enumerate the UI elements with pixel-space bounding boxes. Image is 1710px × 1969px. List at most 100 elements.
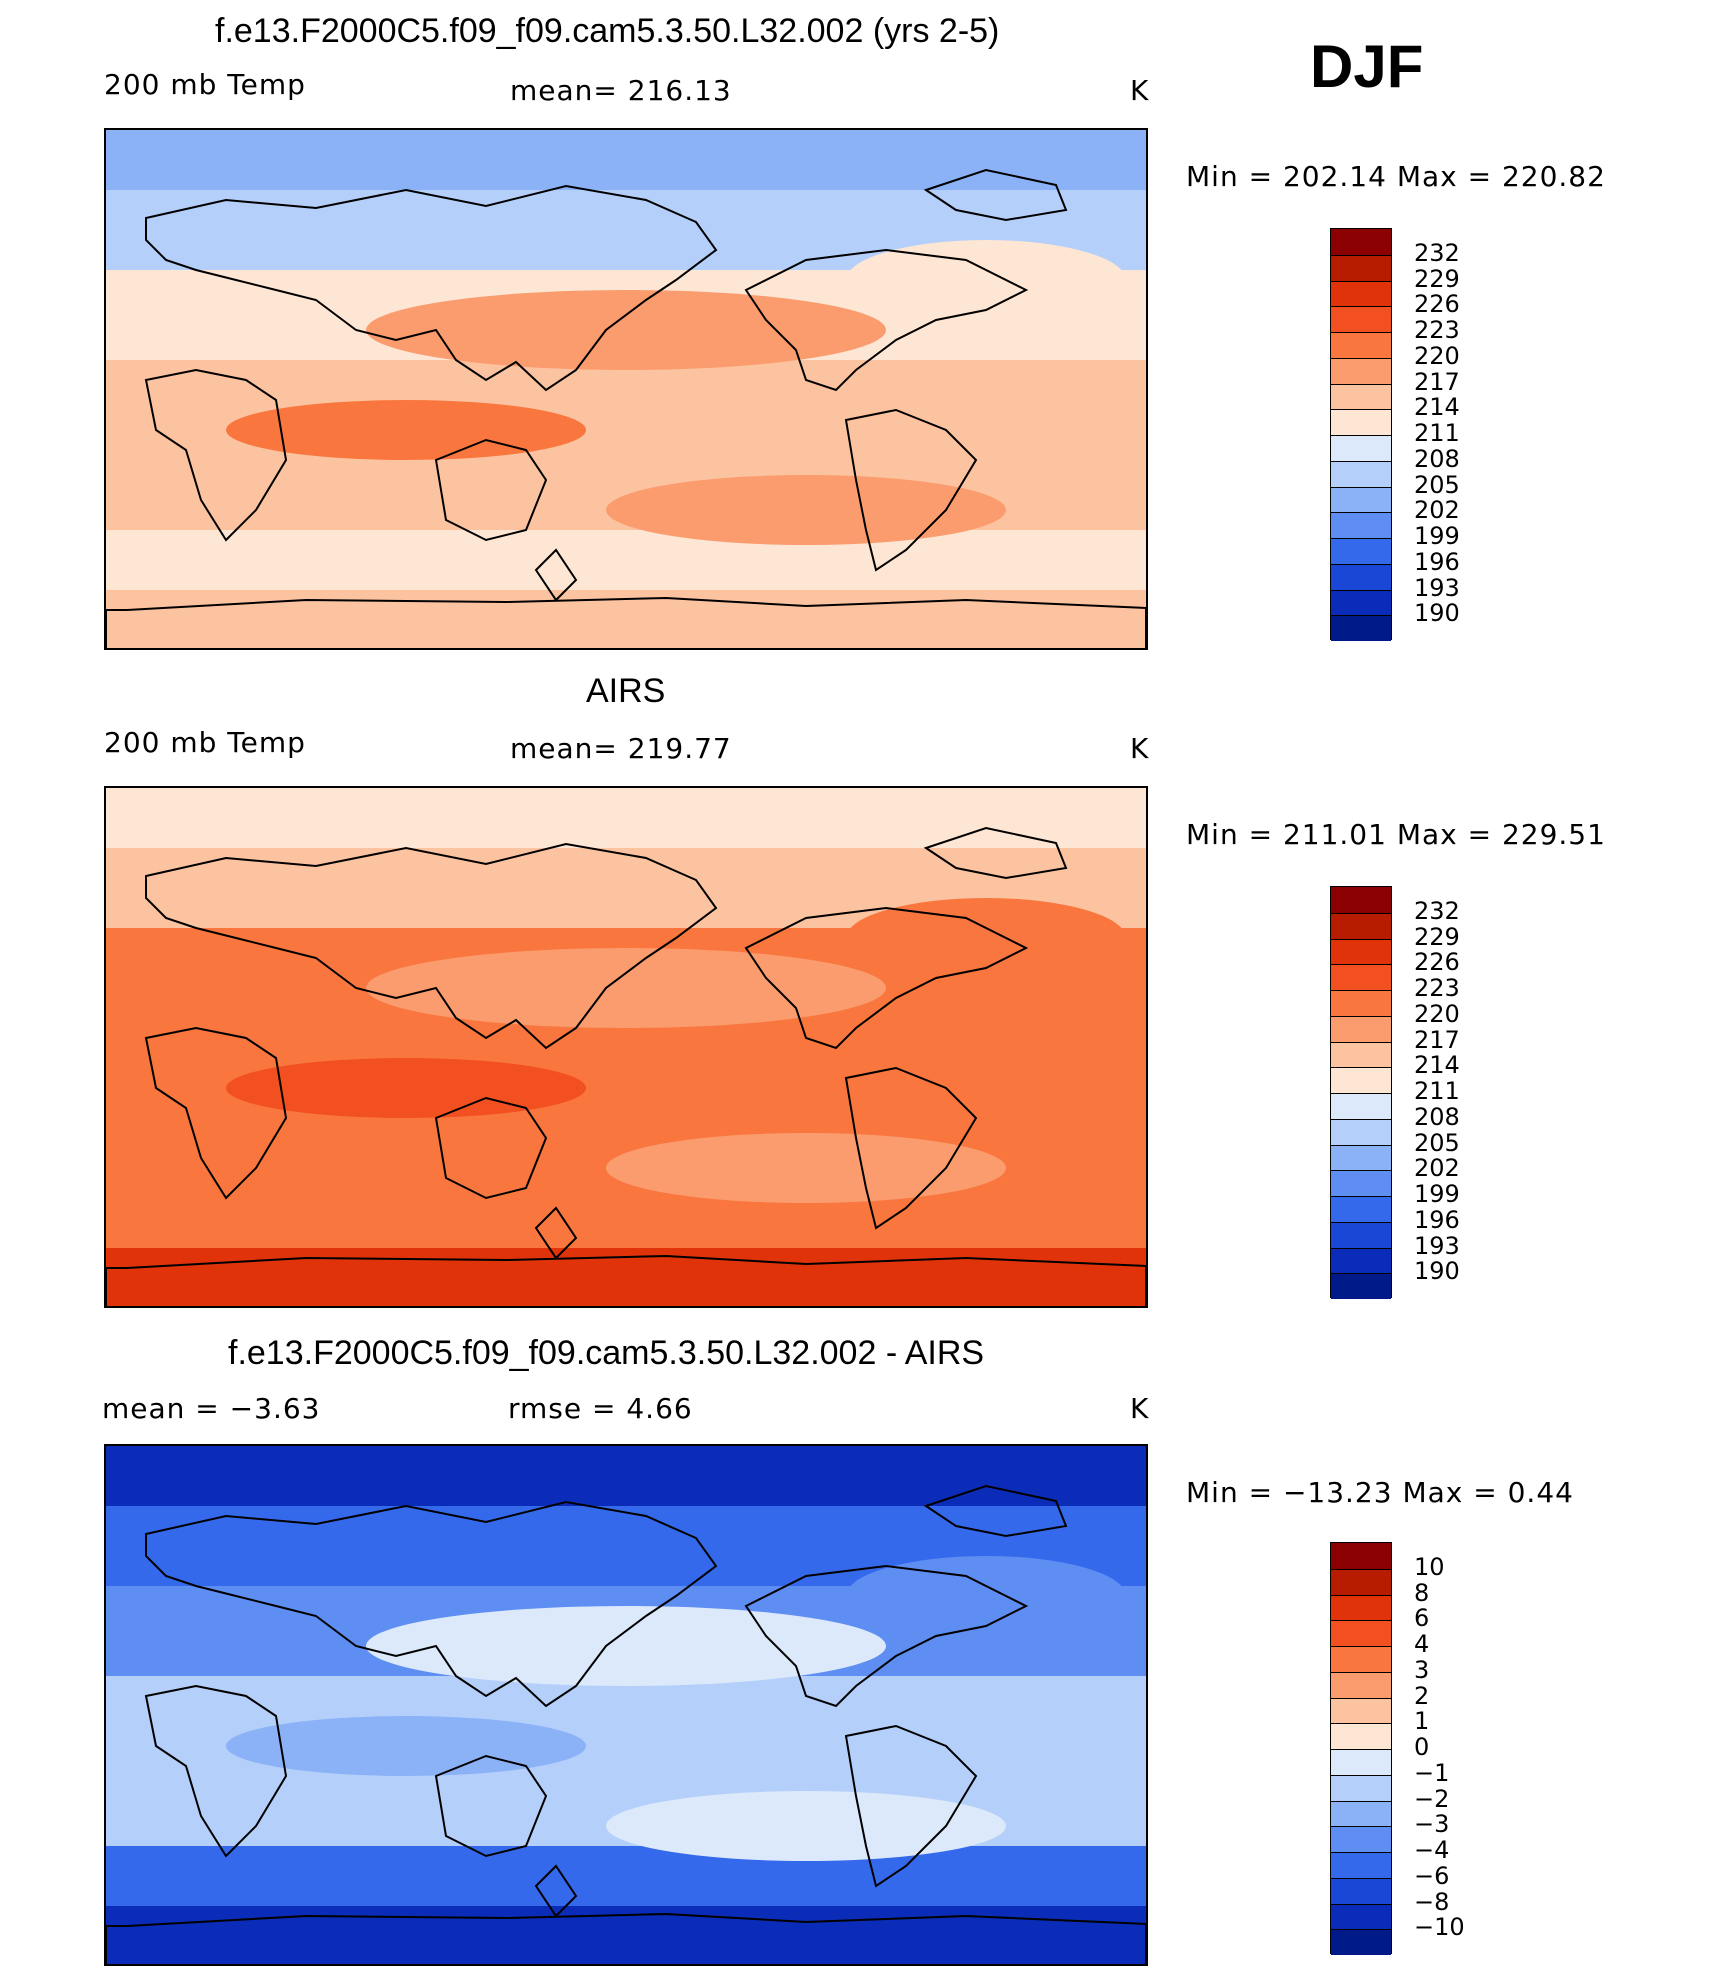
coastline bbox=[844, 1066, 978, 1230]
colorbar-tick-label: 229 bbox=[1414, 264, 1460, 293]
colorbar-swatch bbox=[1331, 1093, 1391, 1119]
panel-title: f.e13.F2000C5.f09_f09.cam5.3.50.L32.002 … bbox=[228, 1334, 985, 1372]
colorbar bbox=[1330, 228, 1392, 641]
colorbar-swatch bbox=[1331, 1170, 1391, 1196]
colorbar-tick-label: 208 bbox=[1414, 1102, 1460, 1131]
temperature-map bbox=[106, 130, 1146, 648]
colorbar-swatch bbox=[1331, 512, 1391, 538]
colorbar-tick-label: 211 bbox=[1414, 1077, 1460, 1105]
temperature-map bbox=[106, 1446, 1146, 1964]
colorbar-tick-label: 202 bbox=[1414, 1154, 1460, 1183]
colorbar-tick-label: 193 bbox=[1414, 573, 1460, 602]
temperature-anomaly-region bbox=[366, 290, 886, 370]
units-label: K bbox=[1130, 1392, 1150, 1425]
temperature-anomaly-region bbox=[846, 1556, 1126, 1636]
coastline bbox=[145, 184, 718, 392]
colorbar-tick-label: 232 bbox=[1414, 896, 1460, 925]
coastline bbox=[744, 1564, 1029, 1708]
coastline bbox=[923, 1484, 1068, 1538]
colorbar-tick-label: 199 bbox=[1414, 522, 1460, 550]
coastline bbox=[923, 826, 1068, 880]
colorbar-tick-label: 205 bbox=[1414, 1128, 1460, 1157]
colorbar-swatch bbox=[1331, 1852, 1391, 1878]
coastline bbox=[534, 1864, 578, 1918]
temperature-anomaly-region bbox=[606, 475, 1006, 545]
coastline bbox=[144, 1684, 288, 1858]
coastline bbox=[145, 842, 718, 1050]
temperature-band bbox=[106, 1446, 1146, 1506]
colorbar-swatch bbox=[1331, 357, 1391, 384]
colorbar-swatch bbox=[1331, 1774, 1391, 1801]
colorbar-tick-label: −8 bbox=[1414, 1887, 1450, 1916]
coastline bbox=[744, 906, 1029, 1050]
temperature-band bbox=[106, 130, 1146, 190]
coastline bbox=[744, 248, 1029, 392]
colorbar-swatch bbox=[1331, 1015, 1391, 1042]
temperature-anomaly-region bbox=[846, 898, 1126, 978]
colorbar-tick-label: 220 bbox=[1414, 341, 1460, 370]
colorbar-swatch bbox=[1331, 589, 1391, 616]
units-label: K bbox=[1130, 732, 1150, 765]
temperature-anomaly-region bbox=[106, 870, 556, 926]
colorbar-tick-label: 214 bbox=[1414, 393, 1460, 422]
colorbar-tick-label: 196 bbox=[1414, 1205, 1460, 1234]
colorbar-tick-label: 10 bbox=[1414, 1552, 1445, 1581]
colorbar-tick-label: 202 bbox=[1414, 496, 1460, 525]
colorbar-tick-label: 229 bbox=[1414, 922, 1460, 951]
colorbar-swatch bbox=[1331, 332, 1391, 358]
colorbar-tick-label: 6 bbox=[1414, 1604, 1430, 1633]
colorbar-swatch bbox=[1331, 1877, 1391, 1904]
colorbar-tick-label: 8 bbox=[1414, 1578, 1430, 1607]
colorbar-swatch bbox=[1331, 409, 1391, 435]
colorbar-tick-label: 193 bbox=[1414, 1231, 1460, 1260]
colorbar-swatch bbox=[1331, 460, 1391, 487]
temperature-anomaly-region bbox=[226, 1058, 586, 1118]
colorbar-swatch bbox=[1331, 1273, 1391, 1299]
min-max-label: Min = 211.01 Max = 229.51 bbox=[1186, 818, 1606, 851]
mean-label: mean= 219.77 bbox=[510, 732, 732, 765]
colorbar-swatch bbox=[1331, 1196, 1391, 1222]
colorbar bbox=[1330, 1542, 1392, 1955]
colorbar-tick-label: 208 bbox=[1414, 444, 1460, 473]
min-max-label: Min = 202.14 Max = 220.82 bbox=[1186, 160, 1606, 193]
temperature-anomaly-region bbox=[606, 1791, 1006, 1861]
field-label: 200 mb Temp bbox=[104, 68, 306, 101]
mean-label: mean= 216.13 bbox=[510, 74, 732, 107]
colorbar-swatch bbox=[1331, 912, 1391, 939]
temperature-band bbox=[106, 1188, 1146, 1248]
coastline bbox=[106, 1254, 1146, 1306]
panel-title: AIRS bbox=[586, 672, 666, 710]
colorbar-swatch bbox=[1331, 1646, 1391, 1672]
colorbar-swatch bbox=[1331, 280, 1391, 307]
colorbar-swatch bbox=[1331, 1221, 1391, 1248]
colorbar-tick-label: 1 bbox=[1414, 1707, 1430, 1736]
colorbar-swatch bbox=[1331, 1671, 1391, 1698]
colorbar-swatch bbox=[1331, 615, 1391, 641]
colorbar-tick-label: 226 bbox=[1414, 948, 1460, 977]
colorbar-tick-label: 196 bbox=[1414, 547, 1460, 576]
colorbar-swatch bbox=[1331, 1903, 1391, 1930]
colorbar-swatch bbox=[1331, 306, 1391, 332]
colorbar-swatch bbox=[1331, 563, 1391, 590]
map-panel bbox=[104, 128, 1148, 650]
colorbar-tick-label: 211 bbox=[1414, 419, 1460, 447]
temperature-anomaly-region bbox=[366, 948, 886, 1028]
colorbar-swatch bbox=[1331, 1929, 1391, 1955]
colorbar-swatch bbox=[1331, 435, 1391, 461]
coastline bbox=[144, 1026, 288, 1200]
temperature-band bbox=[106, 1846, 1146, 1906]
colorbar-tick-label: 190 bbox=[1414, 599, 1460, 628]
colorbar-swatch bbox=[1331, 1543, 1391, 1569]
colorbar-tick-label: −6 bbox=[1414, 1861, 1450, 1890]
colorbar-tick-label: 3 bbox=[1414, 1655, 1430, 1684]
colorbar-swatch bbox=[1331, 1800, 1391, 1827]
coastline bbox=[434, 438, 548, 542]
temperature-anomaly-region bbox=[366, 1606, 886, 1686]
min-max-label: Min = −13.23 Max = 0.44 bbox=[1186, 1476, 1574, 1509]
season-label: DJF bbox=[1310, 33, 1424, 100]
rmse-label: rmse = 4.66 bbox=[508, 1392, 693, 1425]
colorbar-swatch bbox=[1331, 1723, 1391, 1749]
colorbar-swatch bbox=[1331, 1067, 1391, 1093]
coastline bbox=[106, 1912, 1146, 1964]
coastline bbox=[106, 596, 1146, 648]
